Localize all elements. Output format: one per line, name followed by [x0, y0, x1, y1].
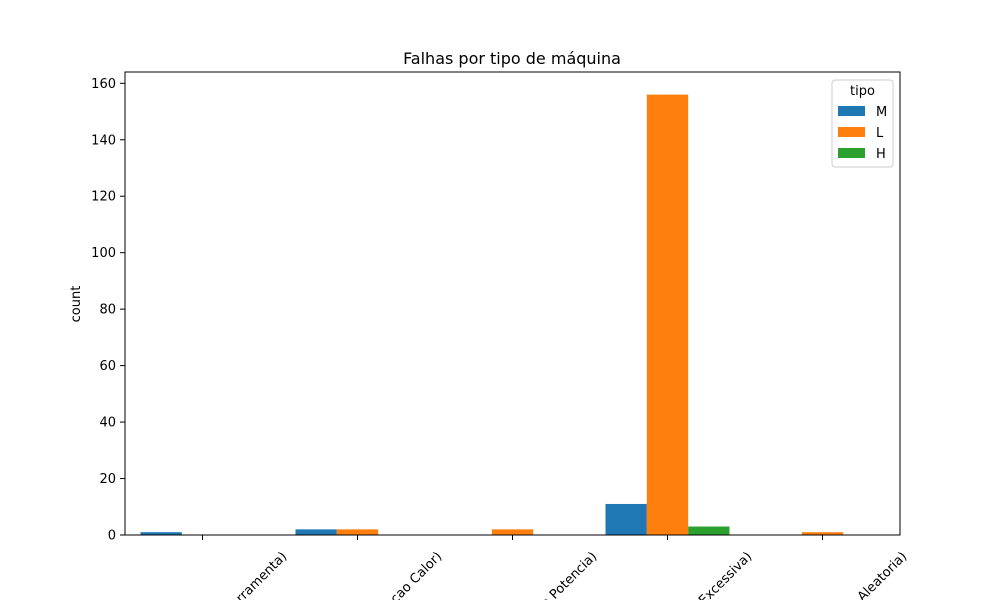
x-tick-label: Excessiva)	[696, 549, 755, 600]
legend-label-H: H	[876, 147, 886, 162]
chart-title: Falhas por tipo de máquina	[403, 49, 621, 68]
legend-box	[831, 79, 894, 168]
y-axis-label: count	[69, 286, 84, 323]
y-tick-label: 20	[99, 472, 116, 487]
bar-M-2	[295, 529, 337, 535]
legend-label-M: M	[876, 105, 887, 120]
bar-H-4	[688, 526, 730, 535]
y-tick-label: 120	[91, 190, 116, 205]
axes-frame	[124, 71, 901, 536]
bar-M-4	[605, 503, 647, 535]
plot-area: 0 20 40 60 80 100 120 140 160 rramenta) cao Calor)…	[91, 71, 911, 600]
y-tick-label: 40	[99, 416, 116, 431]
y-tick-label: 100	[91, 246, 116, 261]
bar-L-2	[336, 529, 379, 535]
bars	[140, 94, 844, 535]
bar-L-3	[491, 529, 534, 535]
y-tick-label: 160	[91, 77, 116, 92]
legend-swatch-M	[838, 106, 865, 116]
x-tick-label: cao Calor)	[388, 549, 445, 600]
x-tick-label: rramenta)	[233, 549, 290, 600]
legend-title: tipo	[850, 84, 875, 99]
bar-L-4	[646, 94, 689, 535]
bar-L-5	[801, 532, 844, 535]
y-tick-label: 140	[91, 133, 116, 148]
y-tick-label: 80	[99, 303, 116, 318]
x-tick-label: a Potencia)	[538, 549, 600, 600]
legend-label-L: L	[876, 126, 884, 141]
bar-M-1	[140, 532, 182, 535]
legend-swatch-H	[838, 148, 865, 158]
y-tick-label: 60	[99, 359, 116, 374]
legend-swatch-L	[838, 127, 865, 137]
y-tick-label: 0	[108, 529, 116, 544]
x-tick-label: Aleatoria)	[855, 549, 911, 600]
